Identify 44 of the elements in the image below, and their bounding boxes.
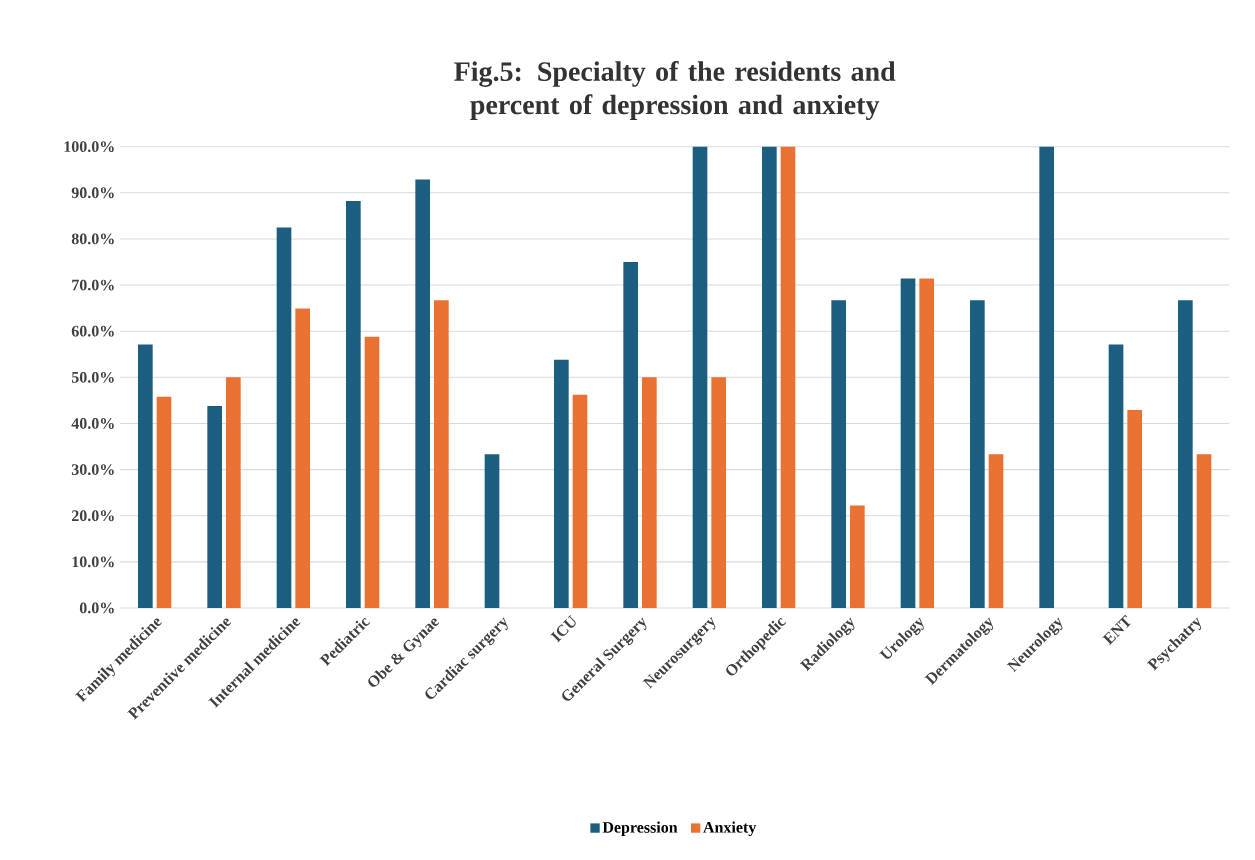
bar	[919, 278, 935, 608]
bar	[156, 396, 172, 608]
legend-label: Anxiety	[703, 821, 757, 837]
y-tick-label: 70.0%	[72, 279, 114, 291]
y-tick-label: 20.0%	[71, 510, 114, 522]
bar	[415, 179, 431, 608]
y-tick-label: 80.0%	[71, 233, 114, 245]
bar	[900, 278, 916, 608]
bar	[762, 146, 777, 608]
bar	[364, 336, 380, 608]
bar	[850, 505, 865, 608]
y-tick-label: 10.0%	[72, 556, 114, 568]
bar	[346, 201, 361, 608]
bar	[692, 146, 708, 608]
bar	[711, 377, 727, 608]
bar	[988, 454, 1004, 608]
bar	[970, 300, 985, 608]
bar	[295, 308, 310, 608]
bar	[780, 146, 796, 608]
bar	[226, 377, 241, 608]
bar	[1108, 344, 1124, 608]
bar	[1178, 300, 1193, 608]
bar	[554, 359, 569, 608]
y-tick-label: 60.0%	[71, 325, 114, 337]
chart-title: Fig.5: Specialty of the residents and percent of depression and anxiety	[454, 61, 896, 121]
bar	[434, 300, 449, 608]
y-tick-label: 40.0%	[71, 418, 114, 429]
bar	[207, 405, 222, 608]
bar	[1127, 410, 1143, 608]
bar	[1196, 454, 1212, 608]
y-tick-label: 50.0%	[71, 371, 114, 383]
y-tick-label: 0.0%	[79, 602, 114, 614]
bar	[642, 377, 657, 608]
bar	[276, 227, 292, 608]
bar	[1039, 146, 1055, 608]
legend-label: Depression	[602, 821, 678, 837]
bar	[831, 300, 847, 608]
bar	[572, 394, 588, 608]
y-tick-label: 30.0%	[71, 464, 114, 476]
y-tick-label: 100.0%	[64, 141, 114, 153]
bar	[138, 344, 153, 608]
bar	[484, 454, 500, 608]
y-tick-label: 90.0%	[71, 187, 114, 199]
bar	[623, 261, 639, 608]
